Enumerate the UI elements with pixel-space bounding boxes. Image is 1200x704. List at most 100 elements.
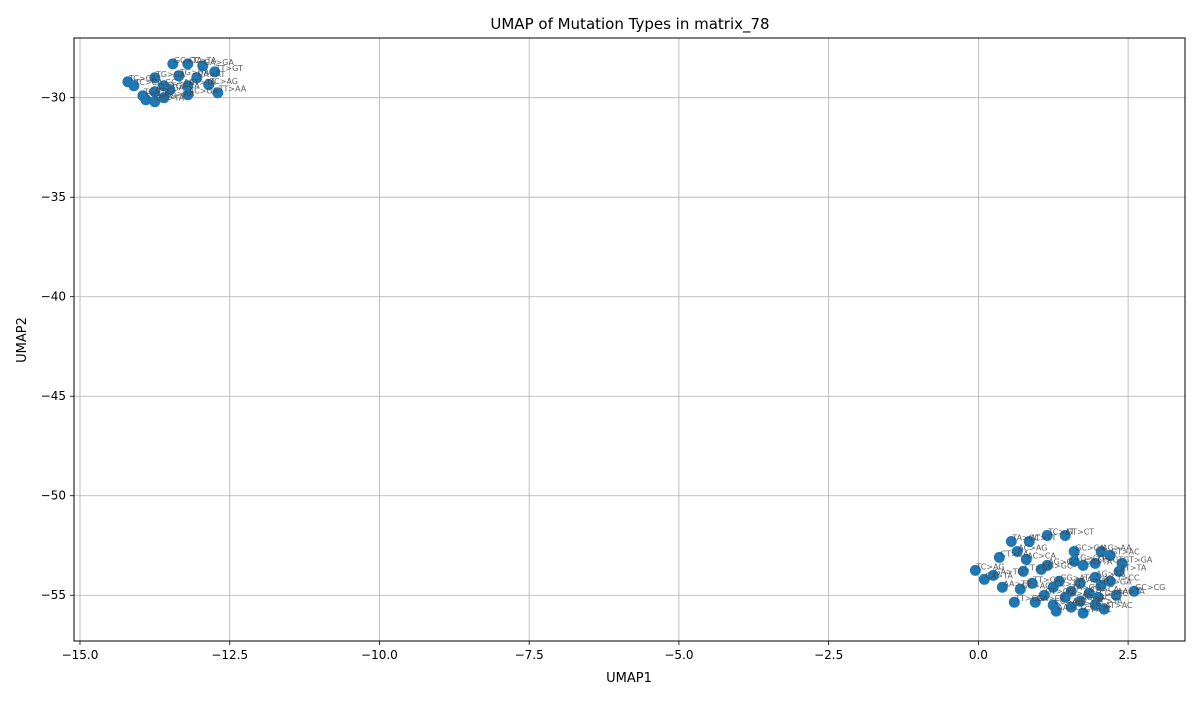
point-label: GC>AA	[165, 90, 195, 99]
point-label: CA>CA	[1090, 585, 1119, 594]
point-label: AC>AG	[1018, 543, 1047, 552]
y-tick-label: −30	[41, 91, 66, 105]
point-label: CA>TA	[985, 571, 1013, 580]
plot-frame	[73, 37, 1186, 642]
point-label: TC>AT	[1047, 528, 1075, 537]
scatter-point	[1011, 545, 1023, 557]
scatter-point	[1098, 603, 1110, 615]
chart-title: UMAP of Mutation Types in matrix_78	[490, 15, 769, 34]
scatter-point	[173, 70, 185, 82]
scatter-point	[1026, 577, 1038, 589]
scatter-point	[996, 581, 1008, 593]
scatter-point	[1014, 583, 1026, 595]
point-label: CG>GC	[1042, 561, 1073, 570]
point-label: CC>AG	[1054, 597, 1083, 606]
point-label: AT>AC	[1105, 601, 1133, 610]
scatter-point	[164, 84, 176, 96]
point-label: CT>GT	[1024, 563, 1052, 572]
scatter-point	[182, 89, 194, 101]
scatter-point	[1068, 545, 1080, 557]
x-tick-label: −5.0	[664, 648, 693, 662]
point-label: GC>AA	[165, 78, 195, 87]
point-label: GA>GA	[204, 58, 235, 67]
scatter-point	[158, 92, 170, 104]
scatter-point	[212, 87, 224, 99]
scatter-point	[1074, 577, 1086, 589]
scatter-point	[1035, 563, 1047, 575]
point-label: TC>CA	[128, 74, 157, 83]
scatter-point	[1065, 601, 1077, 613]
x-tick-label: 0.0	[969, 648, 988, 662]
point-label: TT>CG	[1014, 594, 1043, 603]
point-label: CT>CC	[1111, 573, 1140, 582]
point-label: AG>AA	[1102, 543, 1132, 552]
point-label: CT>GG	[147, 92, 177, 101]
scatter-point	[1059, 591, 1071, 603]
point-label: AA>TT	[1003, 579, 1031, 588]
scatter-point	[1041, 530, 1053, 542]
y-tick-label: −35	[41, 190, 66, 204]
point-label: AT>TT	[1030, 533, 1056, 542]
point-label: TG>GA	[1101, 577, 1132, 586]
point-label: AG>GG	[1048, 557, 1079, 566]
scatter-point	[1005, 535, 1017, 547]
x-tick-label: −2.5	[814, 648, 843, 662]
point-label: GT>CT	[1066, 528, 1094, 537]
y-tick-label: −50	[41, 489, 66, 503]
scatter-point	[1008, 596, 1020, 608]
scatter-point	[1095, 545, 1107, 557]
scatter-point	[1104, 549, 1116, 561]
scatter-point	[1083, 587, 1095, 599]
x-tick-label: −15.0	[62, 648, 99, 662]
scatter-point	[191, 72, 203, 84]
point-label: AC>CA	[1027, 551, 1056, 560]
scatter-point	[1110, 589, 1122, 601]
point-label: AG>TG	[1096, 569, 1125, 578]
scatter-point	[203, 79, 215, 91]
point-labels: GC>TACC>TAGA>GATT>GTTG>GACA>ATTG>GATC>AG…	[128, 56, 1165, 614]
point-label: GT>AC	[1111, 547, 1140, 556]
y-tick-label: −40	[41, 290, 66, 304]
y-tick-label: −55	[41, 588, 66, 602]
point-label: CT>CA	[1000, 549, 1029, 558]
point-label: GA>CT	[1036, 594, 1065, 603]
point-label: TC>AG	[975, 562, 1004, 571]
y-axis-label: UMAP2	[15, 317, 30, 363]
point-label: TC>TA	[1095, 597, 1123, 606]
point-label: CG>TC	[1099, 589, 1128, 598]
point-label: GA>TG	[994, 567, 1023, 576]
point-label: AT>TA	[1120, 563, 1147, 572]
scatter-point	[1038, 589, 1050, 601]
grid-lines	[74, 38, 1185, 641]
scatter-point	[1104, 575, 1116, 587]
scatter-point	[969, 564, 981, 576]
scatter-point	[167, 58, 179, 70]
point-label: TT>AA	[218, 85, 247, 94]
x-tick-label: 2.5	[1119, 648, 1138, 662]
scatter-point	[1017, 565, 1029, 577]
point-label: GC>AC	[1021, 581, 1051, 590]
point-label: TT>GT	[1095, 555, 1123, 564]
point-label: GT>TC	[1084, 605, 1112, 614]
scatter-point	[149, 72, 161, 84]
scatter-point	[1023, 535, 1035, 547]
scatter-point	[1068, 555, 1080, 567]
x-tick-label: −12.5	[211, 648, 248, 662]
point-label: TA>GG	[1071, 583, 1101, 592]
point-label: CA>GT	[1081, 575, 1110, 584]
point-label: TT>CA	[1032, 575, 1061, 584]
scatter-point	[149, 96, 161, 108]
scatter-point	[1095, 579, 1107, 591]
scatter-point	[1128, 585, 1140, 597]
scatter-point	[1089, 557, 1101, 569]
scatter-point	[1089, 571, 1101, 583]
point-label: GA>TA	[1084, 557, 1113, 566]
scatter-point	[209, 66, 221, 78]
x-tick-label: −10.0	[361, 648, 398, 662]
scatter-point	[1113, 565, 1125, 577]
axis-ticks: −15.0 −12.5 −10.0 −7.5 −5.0 −2.5 0.0 2.5 −30 −35 −…	[41, 91, 1138, 662]
point-label: TT>GT	[215, 64, 243, 73]
scatter-point	[197, 60, 209, 72]
point-label: AC>GA	[189, 87, 219, 96]
